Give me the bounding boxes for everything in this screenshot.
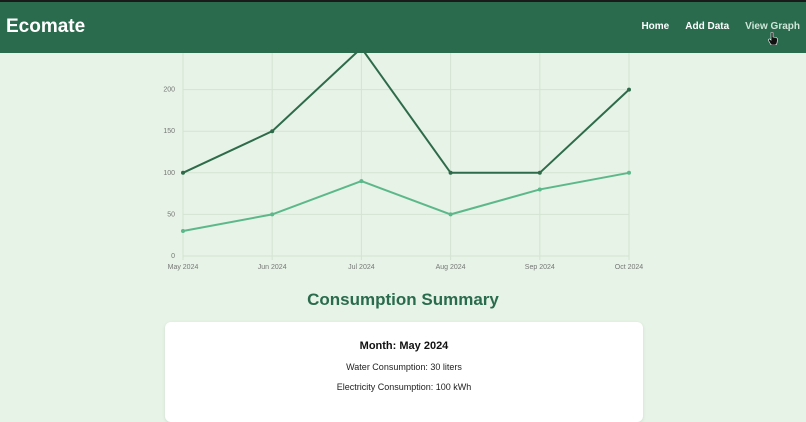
x-tick-label: Jun 2024 [258,264,287,271]
series-line-1 [182,171,630,233]
x-tick-label: Jul 2024 [348,264,375,271]
data-point [448,212,453,217]
x-tick-label: Oct 2024 [615,264,644,271]
x-tick-label: Sep 2024 [525,264,555,271]
series-line-0 [182,46,630,174]
data-point [359,179,364,184]
y-tick-label: 200 [163,87,175,94]
data-point [181,229,185,234]
nav-home[interactable]: Home [641,21,670,32]
water-consumption: Water Consumption: 30 liters [346,362,462,372]
x-tick-label: May 2024 [168,264,199,271]
data-point [537,187,542,192]
data-point [448,170,453,175]
data-point [537,170,542,175]
data-point [627,87,631,92]
y-tick-label: 0 [171,253,175,260]
y-tick-label: 150 [163,128,175,135]
data-point [270,212,275,217]
summary-month: Month: May 2024 [359,340,449,352]
data-point [270,129,275,134]
app-logo[interactable]: Ecomate [6,16,86,37]
data-point [627,170,631,175]
nav-add-data[interactable]: Add Data [685,21,730,32]
top-navbar: Ecomate Home Add Data View Graph [0,0,806,53]
nav-menu: Home Add Data View Graph [625,21,800,33]
summary-title: Consumption Summary [307,290,499,309]
data-point [181,170,185,175]
summary-card: Month: May 2024 Water Consumption: 30 li… [165,322,643,422]
x-tick-label: Aug 2024 [436,264,466,271]
consumption-line-chart: 0 50 100 150 200 May 2024 Jun 2024 Jul 2024 Aug … [163,30,644,271]
y-tick-label: 50 [167,211,175,218]
nav-view-graph[interactable]: View Graph [745,21,800,32]
electricity-consumption: Electricity Consumption: 100 kWh [336,382,472,392]
y-tick-label: 100 [163,170,175,177]
hand-cursor-icon [768,32,778,45]
